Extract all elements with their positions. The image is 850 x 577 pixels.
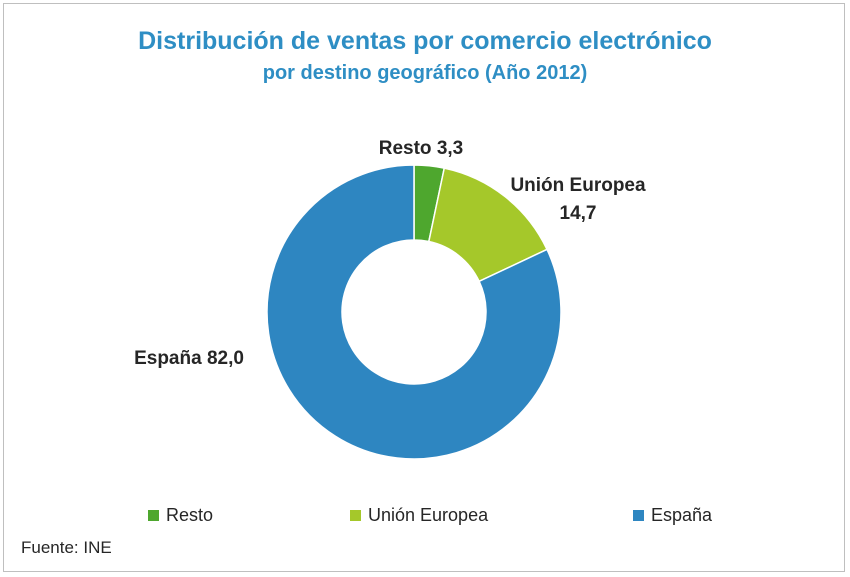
legend-label-union-europea: Unión Europea (368, 505, 489, 525)
data-label-union-europea-line1: Unión Europea (510, 175, 646, 196)
chart-subtitle: por destino geográfico (Año 2012) (262, 62, 588, 84)
data-label-espana: España 82,0 (134, 348, 244, 369)
legend-swatch-resto (148, 510, 159, 521)
donut-slice-espana (266, 164, 562, 460)
data-label-resto: Resto 3,3 (379, 138, 463, 159)
legend-swatch-union-europea (350, 510, 361, 521)
legend-swatch-espana (633, 510, 644, 521)
donut-slices (266, 164, 562, 460)
legend-item-union-europea: Unión Europea (350, 505, 488, 526)
legend: Resto Unión Europea España (0, 505, 850, 529)
legend-item-espana: España (633, 505, 712, 526)
chart-title: Distribución de ventas por comercio elec… (138, 27, 712, 55)
chart-frame (3, 3, 845, 572)
source-note: Fuente: INE (21, 538, 112, 557)
legend-label-resto: Resto (166, 505, 214, 525)
legend-label-espana: España (651, 505, 713, 525)
data-label-union-europea-line2: 14,7 (560, 203, 597, 224)
legend-item-resto: Resto (148, 505, 213, 526)
